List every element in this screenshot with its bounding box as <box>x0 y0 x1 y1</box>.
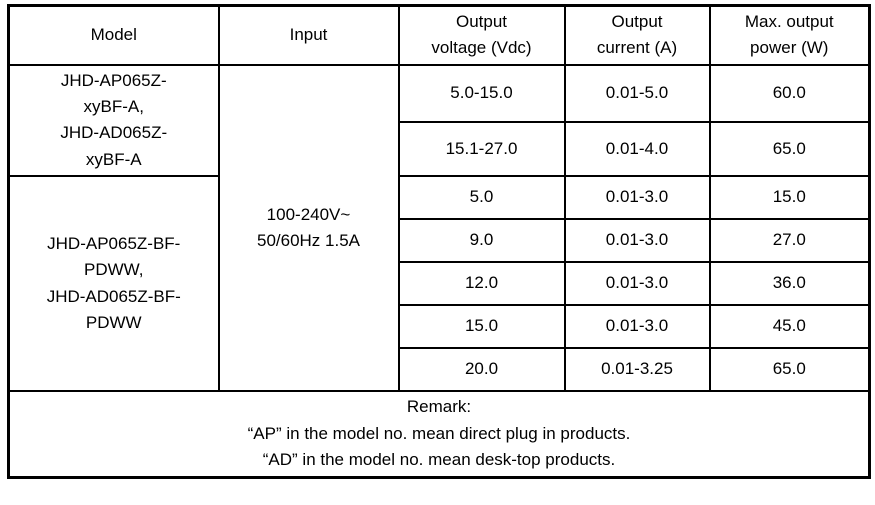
power-cell: 15.0 <box>708 175 871 221</box>
table-row: 12.0 0.01-3.0 36.0 <box>9 261 871 307</box>
current-cell: 0.01-3.0 <box>563 218 711 264</box>
current-cell: 0.01-3.0 <box>563 304 711 350</box>
power-cell: 65.0 <box>708 121 871 178</box>
current-cell: 0.01-3.25 <box>563 347 711 393</box>
current-cell: 0.01-5.0 <box>563 63 711 124</box>
voltage-cell: 9.0 <box>397 218 566 264</box>
input-cell: 100-240V~ 50/60Hz 1.5A <box>217 63 400 393</box>
voltage-cell: 12.0 <box>397 261 566 307</box>
table-row: 9.0 0.01-3.0 27.0 <box>9 218 871 264</box>
header-output-voltage: Output voltage (Vdc) <box>397 4 566 66</box>
power-cell: 60.0 <box>708 63 871 124</box>
voltage-cell: 15.1-27.0 <box>397 121 566 178</box>
header-output-current: Output current (A) <box>563 4 711 66</box>
remark-cell: Remark: “AP” in the model no. mean direc… <box>7 390 871 479</box>
power-cell: 27.0 <box>708 218 871 264</box>
header-input: Input <box>217 4 400 66</box>
table-header-row: Model Input Output voltage (Vdc) Output … <box>7 4 871 66</box>
table-row: JHD-AP065Z-BF- PDWW, JHD-AD065Z-BF- PDWW… <box>7 175 871 393</box>
voltage-cell: 5.0 <box>397 175 566 221</box>
remark-row: Remark: “AP” in the model no. mean direc… <box>7 390 871 479</box>
voltage-cell: 5.0-15.0 <box>397 63 566 124</box>
voltage-cell: 20.0 <box>397 347 566 393</box>
model-group-1-cell: JHD-AP065Z- xyBF-A, JHD-AD065Z- xyBF-A <box>7 63 220 178</box>
current-cell: 0.01-3.0 <box>563 261 711 307</box>
table-row: 15.1-27.0 0.01-4.0 65.0 <box>9 121 871 178</box>
header-model: Model <box>7 4 220 66</box>
current-cell: 0.01-3.0 <box>563 175 711 221</box>
header-max-output-power: Max. output power (W) <box>708 4 871 66</box>
model-group-2-cell: JHD-AP065Z-BF- PDWW, JHD-AD065Z-BF- PDWW <box>7 175 220 393</box>
power-cell: 65.0 <box>708 347 871 393</box>
table-row: 15.0 0.01-3.0 45.0 <box>9 304 871 350</box>
table-row: 20.0 0.01-3.25 65.0 <box>9 347 871 393</box>
power-spec-table: Model Input Output voltage (Vdc) Output … <box>7 4 871 479</box>
voltage-cell: 15.0 <box>397 304 566 350</box>
power-cell: 45.0 <box>708 304 871 350</box>
power-cell: 36.0 <box>708 261 871 307</box>
current-cell: 0.01-4.0 <box>563 121 711 178</box>
table-row: JHD-AP065Z- xyBF-A, JHD-AD065Z- xyBF-A 1… <box>7 63 871 393</box>
